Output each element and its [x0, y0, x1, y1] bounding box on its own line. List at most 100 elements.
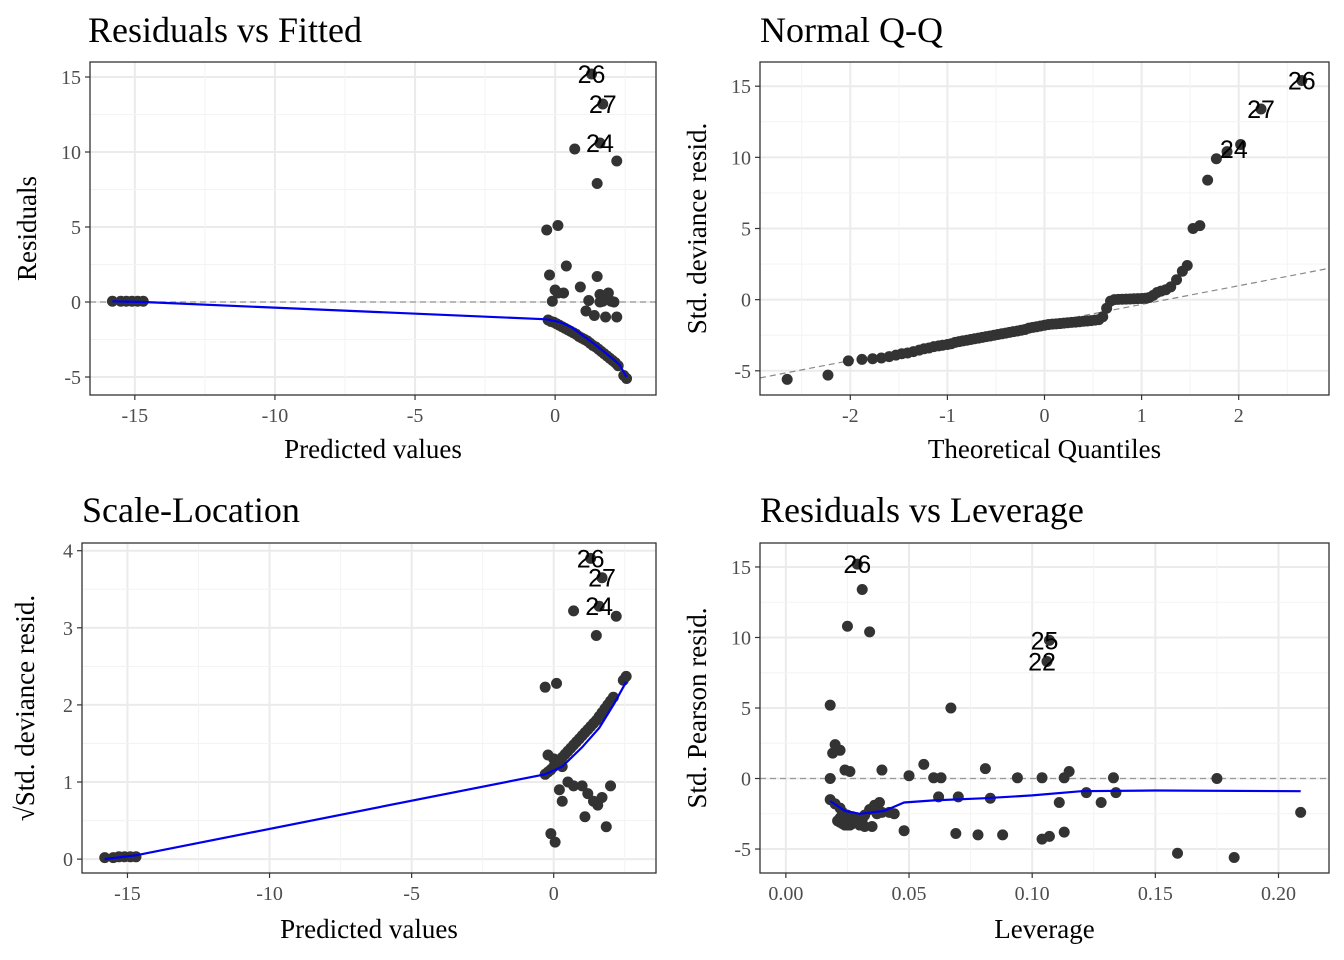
y-tick-label: 10 [61, 142, 81, 164]
x-tick-label: 0.20 [1261, 883, 1296, 905]
x-tick-label: 0.15 [1138, 883, 1173, 905]
y-tick-label: 0 [63, 849, 73, 871]
plot-area [90, 68, 656, 384]
data-point [844, 765, 856, 777]
y-tick-label: 15 [731, 76, 751, 98]
data-point [950, 828, 962, 840]
data-point [822, 369, 834, 381]
data-point [590, 630, 602, 642]
data-point [605, 780, 617, 792]
x-tick-label: 0.05 [892, 883, 927, 905]
data-point [586, 68, 598, 80]
x-tick-label: -15 [121, 405, 148, 427]
data-point [1296, 75, 1308, 86]
x-tick-label: 2 [1234, 405, 1244, 427]
data-point [1221, 146, 1233, 158]
x-tick-label: -10 [256, 883, 283, 905]
data-point [1080, 787, 1092, 799]
plot-title: Residuals vs Leverage [760, 490, 1084, 530]
point-label: 26 [843, 551, 871, 579]
data-point [621, 373, 633, 384]
data-point [1043, 830, 1055, 842]
data-point [602, 287, 614, 299]
data-point [1095, 796, 1107, 808]
plot-area [99, 552, 632, 864]
data-point [556, 795, 568, 807]
panel-2: Normal Q-Q 26 27 24 -2 -1 0 1 2 -5 0 5 10 15 Theoretic… [682, 10, 1330, 464]
x-tick-label: -5 [403, 883, 420, 905]
data-point [596, 572, 608, 584]
y-tick-label: 10 [731, 627, 751, 649]
data-point [552, 220, 564, 231]
data-point [99, 852, 111, 864]
y-axis-title: √Std. deviance resid. [10, 595, 40, 821]
point-label: 27 [588, 565, 616, 593]
data-point [903, 770, 915, 782]
data-point [582, 788, 594, 800]
y-tick-label: 0 [71, 292, 81, 314]
y-axis-title: Residuals [12, 176, 42, 281]
data-point [935, 772, 947, 784]
data-point [856, 353, 868, 365]
data-point [597, 295, 609, 307]
y-tick-label: -5 [734, 839, 751, 861]
y-tick-label: 0 [741, 769, 751, 791]
gridlines [90, 62, 656, 395]
data-point [1181, 260, 1193, 271]
smooth-line [112, 300, 628, 378]
data-point [591, 178, 603, 189]
data-point [1058, 826, 1070, 838]
data-point [539, 681, 551, 693]
panel-border [89, 61, 657, 396]
y-tick-label: 5 [71, 217, 81, 239]
y-axis-title: Std. Pearson resid. [682, 608, 712, 809]
point-label: 26 [1288, 68, 1316, 96]
data-point [611, 155, 623, 167]
data-point [866, 820, 878, 832]
data-point [585, 552, 597, 564]
x-tick-label: -15 [114, 883, 141, 905]
x-axis-title: Predicted values [280, 914, 458, 944]
data-point [583, 295, 595, 306]
data-point [1011, 772, 1023, 784]
data-point [1063, 765, 1075, 777]
data-point [864, 626, 876, 638]
y-tick-label: 5 [741, 219, 751, 241]
point-label: 24 [585, 593, 613, 621]
point-label: 25 [1031, 627, 1059, 655]
data-point [574, 281, 586, 293]
data-point [781, 373, 793, 385]
x-tick-label: -10 [262, 405, 289, 427]
y-tick-label: 15 [61, 67, 81, 89]
data-point [580, 305, 592, 317]
data-point [898, 825, 910, 837]
data-point [856, 584, 868, 596]
data-point [876, 764, 888, 776]
data-point [824, 773, 836, 785]
data-point [918, 758, 930, 770]
x-tick-label: 1 [1137, 405, 1147, 427]
point-label: 27 [1247, 96, 1275, 124]
y-tick-label: -5 [734, 361, 751, 383]
data-point [549, 836, 561, 848]
data-point [597, 98, 609, 110]
data-point [979, 763, 991, 775]
smooth-line [104, 681, 628, 861]
data-point [834, 744, 846, 756]
data-point [842, 355, 854, 367]
y-tick-label: 4 [63, 541, 73, 563]
data-point [544, 269, 556, 281]
data-point [888, 808, 900, 820]
data-point [610, 610, 622, 622]
qq-reference-line [760, 267, 1329, 379]
point-label: 22 [1028, 648, 1056, 676]
data-point [591, 271, 603, 282]
data-point [952, 791, 964, 803]
x-tick-label: 0.00 [768, 883, 803, 905]
y-tick-label: 2 [63, 695, 73, 717]
data-point [600, 821, 612, 833]
y-tick-label: 10 [731, 147, 751, 169]
